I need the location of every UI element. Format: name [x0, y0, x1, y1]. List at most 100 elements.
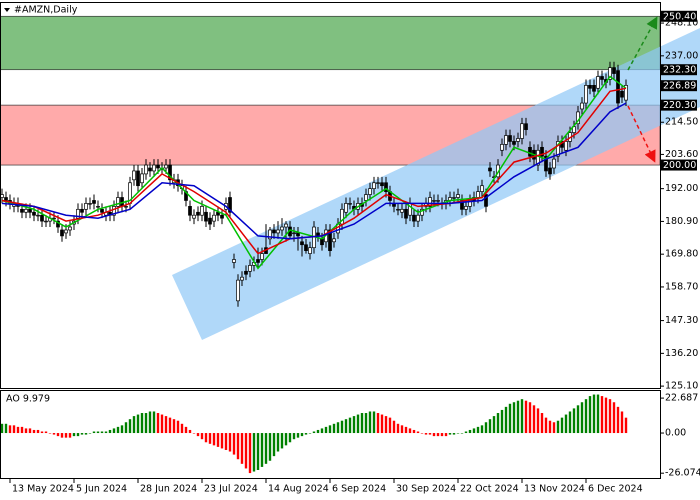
ao-bar — [448, 433, 452, 435]
ao-bar — [24, 428, 28, 434]
candle-body — [1, 194, 4, 198]
x-tick-label: 6 Dec 2024 — [588, 484, 643, 495]
ao-bar — [52, 433, 56, 435]
ao-bar — [84, 433, 88, 435]
ao-bar — [568, 411, 572, 434]
candle-body — [152, 164, 156, 172]
x-tick-label: 28 Jun 2024 — [140, 484, 197, 495]
ao-bar — [552, 422, 556, 434]
candle-body — [80, 208, 84, 213]
candle-body — [232, 259, 236, 263]
candle-body — [144, 164, 148, 175]
candle-body — [196, 211, 200, 216]
ao-bar — [180, 423, 184, 434]
indicator-label: AO 9.979 — [6, 394, 50, 405]
candle-body — [208, 217, 212, 225]
ao-bar — [360, 413, 364, 434]
ao-bar — [284, 433, 288, 446]
y-tick-label: 158.70 — [665, 281, 698, 292]
y-tick-label: 136.20 — [665, 348, 698, 359]
forecast-arrow-down — [627, 105, 656, 163]
x-tick-label: 23 Jul 2024 — [204, 484, 258, 495]
ao-bar — [344, 419, 348, 434]
candle-body — [308, 247, 312, 254]
candle-body — [580, 102, 584, 110]
ao-bar — [164, 416, 168, 434]
candle-body — [488, 167, 492, 172]
candle-body — [32, 211, 36, 216]
candle-body — [608, 67, 612, 80]
y-tick-label: -26.074 — [665, 468, 700, 479]
candle-body — [452, 197, 456, 199]
ao-bar — [524, 400, 528, 434]
candle-body — [28, 208, 32, 213]
candle-body — [552, 158, 556, 169]
ao-bar — [68, 433, 72, 438]
ao-bar — [28, 428, 32, 434]
candle-body — [212, 214, 216, 222]
ao-bar — [408, 428, 412, 434]
ao-bar — [516, 400, 520, 434]
candle-body — [504, 135, 508, 145]
candle-body — [364, 194, 368, 201]
candle-body — [528, 146, 532, 157]
ao-bar — [376, 413, 380, 434]
ao-bar — [560, 417, 564, 434]
price-level-box — [661, 64, 697, 76]
ao-bar — [432, 433, 436, 437]
ao-bar — [116, 426, 120, 434]
candle-body — [140, 173, 144, 184]
ao-bar — [236, 433, 240, 460]
candle-body — [380, 182, 384, 187]
x-tick-label: 14 Aug 2024 — [268, 484, 329, 495]
ao-bar — [584, 399, 588, 434]
ao-bar — [60, 433, 64, 438]
candle-body — [96, 206, 100, 208]
candle-body — [280, 226, 284, 231]
x-tick-label: 13 Nov 2024 — [524, 484, 585, 495]
ao-bar — [172, 419, 176, 434]
ao-bar — [472, 428, 476, 434]
ao-bar — [72, 433, 76, 437]
menu-triangle[interactable] — [4, 8, 10, 12]
y-tick-label: 169.80 — [665, 249, 698, 260]
forecast-arrow-up — [627, 16, 658, 71]
ao-bar — [244, 433, 248, 469]
ao-bar — [572, 408, 576, 434]
y-tick-label: 147.30 — [665, 315, 698, 326]
candle-body — [348, 203, 352, 205]
ao-bar — [80, 433, 84, 435]
candle-body — [268, 229, 272, 240]
ao-bar — [112, 428, 116, 434]
candle-body — [256, 259, 260, 263]
candle-body — [88, 203, 92, 205]
ao-bar — [120, 425, 124, 434]
price-level-box — [661, 10, 697, 22]
ao-bar — [356, 414, 360, 434]
ao-bar — [364, 413, 368, 434]
ao-bar — [44, 431, 48, 434]
ao-bar — [296, 433, 300, 438]
candle-body — [20, 208, 24, 213]
candle-body — [84, 203, 88, 210]
ao-bar — [404, 426, 408, 434]
ao-bar — [12, 425, 16, 434]
ao-bar — [476, 426, 480, 434]
ao-bar — [624, 417, 628, 434]
ao-bar — [216, 433, 220, 447]
ao-bar — [100, 431, 104, 434]
ao-bar — [540, 413, 544, 434]
ao-bar — [220, 433, 224, 449]
candle-body — [376, 182, 380, 184]
ao-bar — [200, 433, 204, 440]
candle-body — [52, 217, 56, 220]
ao-bar — [520, 399, 524, 434]
ao-bar — [76, 433, 80, 437]
ao-bar — [304, 433, 308, 435]
ao-bar — [532, 405, 536, 434]
candle-body — [272, 229, 276, 234]
ao-bar — [596, 394, 600, 434]
ao-bar — [424, 433, 428, 435]
candle-body — [44, 220, 48, 223]
